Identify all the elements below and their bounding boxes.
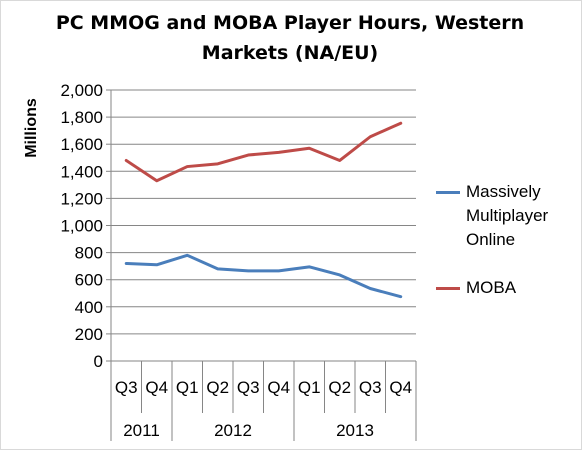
gridlines (111, 89, 416, 335)
y-tick-label: 1,600 (60, 135, 103, 154)
legend-item-moba: MOBA (436, 276, 576, 300)
y-tick-label: 2,000 (60, 81, 103, 100)
axes (110, 90, 417, 441)
y-tick-label: 0 (94, 352, 103, 371)
legend-swatch-mmo (436, 191, 460, 194)
series-line-mmo (124, 253, 403, 299)
y-tick-label: 1,800 (60, 108, 103, 127)
x-tick-label-quarter: Q1 (298, 378, 321, 397)
legend-label-mmo-line-1: Massively (466, 182, 541, 201)
legend-label-moba: MOBA (466, 278, 517, 297)
x-tick-label-quarter: Q3 (115, 378, 138, 397)
x-tick-label-quarter: Q2 (328, 378, 351, 397)
y-axis-label: Millions (23, 98, 40, 158)
chart-title-line-2: Markets (NA/EU) (201, 42, 379, 64)
y-tick-label: 1,400 (60, 162, 103, 181)
legend-label-mmo-line-2: Multiplayer (466, 206, 549, 225)
x-tick-label-quarter: Q4 (145, 378, 168, 397)
y-tick-label: 400 (75, 298, 103, 317)
x-tick-label-year: 2013 (336, 421, 374, 440)
series-layer (124, 121, 403, 299)
legend-item-mmo: Massively Multiplayer Online (436, 180, 576, 252)
y-tick-label: 800 (75, 244, 103, 263)
x-axis-categories: Q3 Q4 Q1 Q2 Q3 Q4 Q1 Q2 Q3 Q4 2011 2012 2013 (115, 378, 412, 440)
x-tick-label-quarter: Q1 (176, 378, 199, 397)
legend-label-mmo-line-3: Online (466, 230, 516, 249)
chart-title-line-1: PC MMOG and MOBA Player Hours, Western (55, 12, 525, 34)
x-tick-label-year: 2012 (214, 421, 252, 440)
chart-title: PC MMOG and MOBA Player Hours, Western M… (10, 8, 570, 68)
legend: Massively Multiplayer Online MOBA (436, 180, 576, 324)
y-tick-label: 200 (75, 325, 103, 344)
x-tick-label-quarter: Q2 (206, 378, 229, 397)
y-axis-ticks: 0 200 400 600 800 1,000 1,200 1,400 1,600 1,800 2,… (60, 81, 111, 371)
legend-swatch-moba (436, 287, 460, 290)
y-tick-label: 600 (75, 271, 103, 290)
y-tick-label: 1,000 (60, 217, 103, 236)
x-tick-label-quarter: Q3 (237, 378, 260, 397)
x-tick-label-year: 2011 (123, 421, 160, 440)
x-tick-label-quarter: Q4 (267, 378, 290, 397)
x-tick-label-quarter: Q4 (389, 378, 412, 397)
x-tick-label-quarter: Q3 (359, 378, 382, 397)
y-tick-label: 1,200 (60, 189, 103, 208)
series-line-moba (124, 121, 403, 183)
